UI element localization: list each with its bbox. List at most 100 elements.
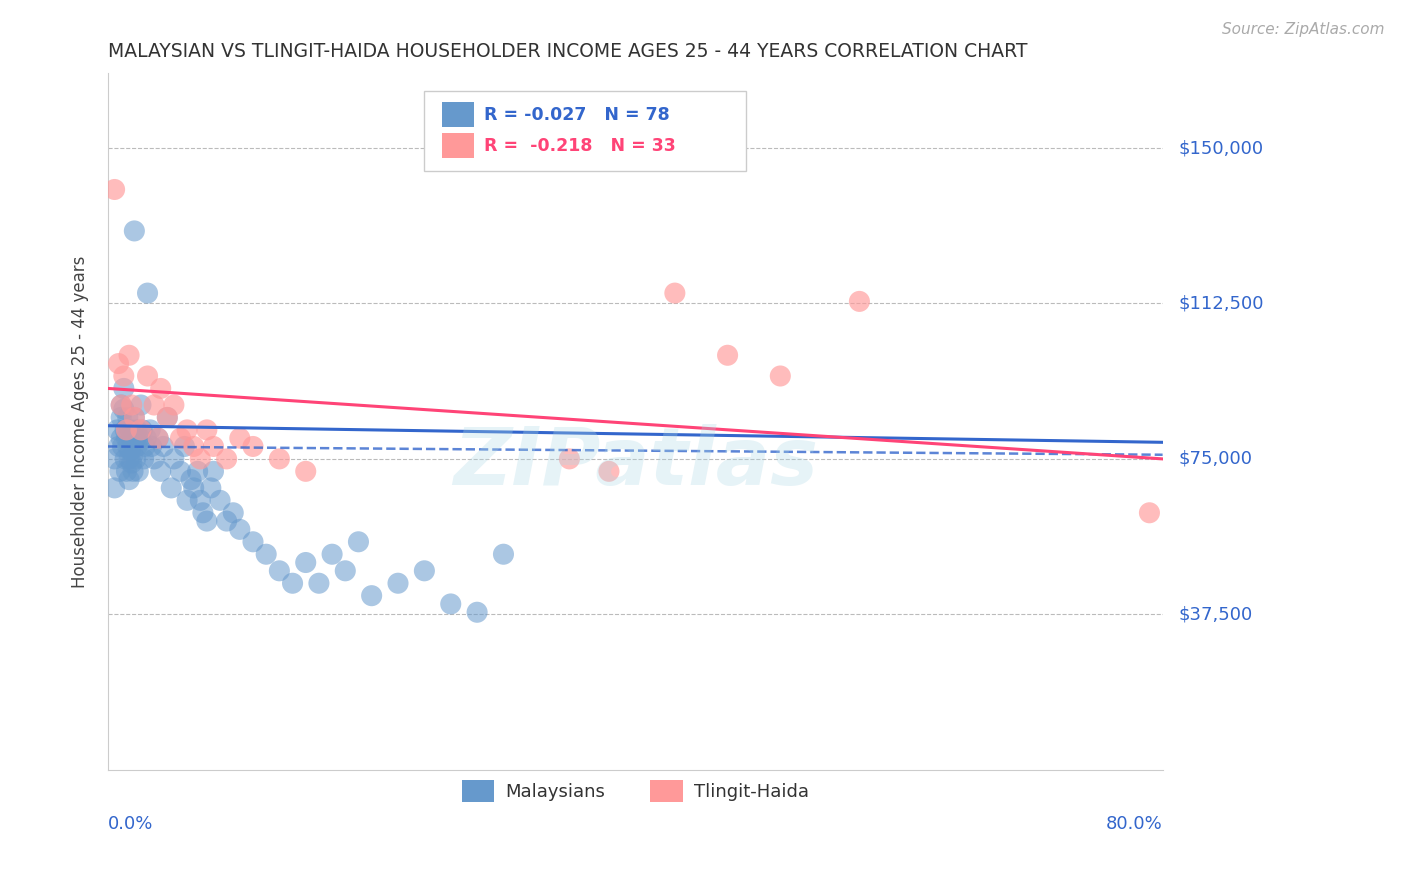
Point [103, 451, 125, 466]
Text: 0.0%: 0.0% [108, 815, 153, 833]
FancyBboxPatch shape [443, 133, 474, 159]
Point [188, 451, 211, 466]
Point [122, 448, 145, 462]
Point [160, 481, 183, 495]
Point [139, 423, 162, 437]
Point [132, 451, 155, 466]
Point [121, 456, 143, 470]
Point [118, 348, 141, 362]
Point [124, 224, 146, 238]
Point [156, 410, 179, 425]
Point [187, 464, 209, 478]
Point [308, 576, 330, 591]
Point [110, 431, 132, 445]
Point [598, 464, 620, 478]
Point [492, 547, 515, 561]
Point [169, 464, 191, 478]
Point [229, 431, 252, 445]
Point [195, 423, 218, 437]
Point [202, 464, 225, 478]
Point [269, 451, 291, 466]
Point [664, 286, 686, 301]
Point [387, 576, 409, 591]
Point [128, 431, 150, 445]
Point [848, 294, 870, 309]
Point [215, 514, 238, 528]
Y-axis label: Householder Income Ages 25 - 44 years: Householder Income Ages 25 - 44 years [72, 255, 89, 588]
FancyBboxPatch shape [443, 102, 474, 127]
Point [112, 369, 135, 384]
Point [103, 182, 125, 196]
Point [176, 423, 198, 437]
Point [136, 369, 159, 384]
Point [195, 514, 218, 528]
Point [105, 423, 128, 437]
Point [716, 348, 738, 362]
Point [120, 443, 142, 458]
Point [146, 431, 169, 445]
Point [121, 398, 143, 412]
Point [115, 423, 138, 437]
Point [124, 410, 146, 425]
Point [222, 506, 245, 520]
Point [360, 589, 382, 603]
Point [112, 381, 135, 395]
Point [117, 410, 139, 425]
Point [202, 440, 225, 454]
Point [281, 576, 304, 591]
Point [152, 440, 174, 454]
Point [413, 564, 436, 578]
Point [127, 464, 149, 478]
Point [163, 398, 186, 412]
Point [191, 506, 214, 520]
Point [183, 481, 205, 495]
Point [103, 481, 125, 495]
Point [120, 423, 142, 437]
Point [129, 398, 152, 412]
Point [118, 451, 141, 466]
Point [229, 522, 252, 536]
Point [440, 597, 463, 611]
Point [107, 440, 129, 454]
Point [209, 493, 232, 508]
Point [114, 423, 136, 437]
Point [131, 423, 153, 437]
Text: ZIPatlas: ZIPatlas [453, 425, 818, 502]
Point [122, 464, 145, 478]
Point [129, 423, 152, 437]
Point [769, 369, 792, 384]
Point [242, 534, 264, 549]
Point [173, 440, 195, 454]
Text: 80.0%: 80.0% [1107, 815, 1163, 833]
Text: $75,000: $75,000 [1178, 450, 1253, 468]
Point [1139, 506, 1161, 520]
Point [294, 464, 316, 478]
Point [121, 431, 143, 445]
FancyBboxPatch shape [425, 91, 747, 171]
Point [108, 464, 131, 478]
Point [110, 398, 132, 412]
Point [115, 431, 138, 445]
Point [125, 440, 148, 454]
Point [110, 398, 132, 412]
Point [124, 431, 146, 445]
Text: Source: ZipAtlas.com: Source: ZipAtlas.com [1222, 22, 1385, 37]
Point [134, 440, 156, 454]
Point [114, 451, 136, 466]
Point [136, 286, 159, 301]
Point [335, 564, 357, 578]
Point [107, 357, 129, 371]
Text: MALAYSIAN VS TLINGIT-HAIDA HOUSEHOLDER INCOME AGES 25 - 44 YEARS CORRELATION CHA: MALAYSIAN VS TLINGIT-HAIDA HOUSEHOLDER I… [108, 42, 1028, 61]
Point [242, 440, 264, 454]
Point [180, 473, 202, 487]
Point [115, 464, 138, 478]
Point [254, 547, 277, 561]
Point [156, 410, 179, 425]
Point [169, 431, 191, 445]
Point [124, 451, 146, 466]
Text: R =  -0.218   N = 33: R = -0.218 N = 33 [485, 136, 676, 155]
Point [143, 398, 166, 412]
Point [135, 431, 157, 445]
Point [215, 451, 238, 466]
Point [110, 410, 132, 425]
